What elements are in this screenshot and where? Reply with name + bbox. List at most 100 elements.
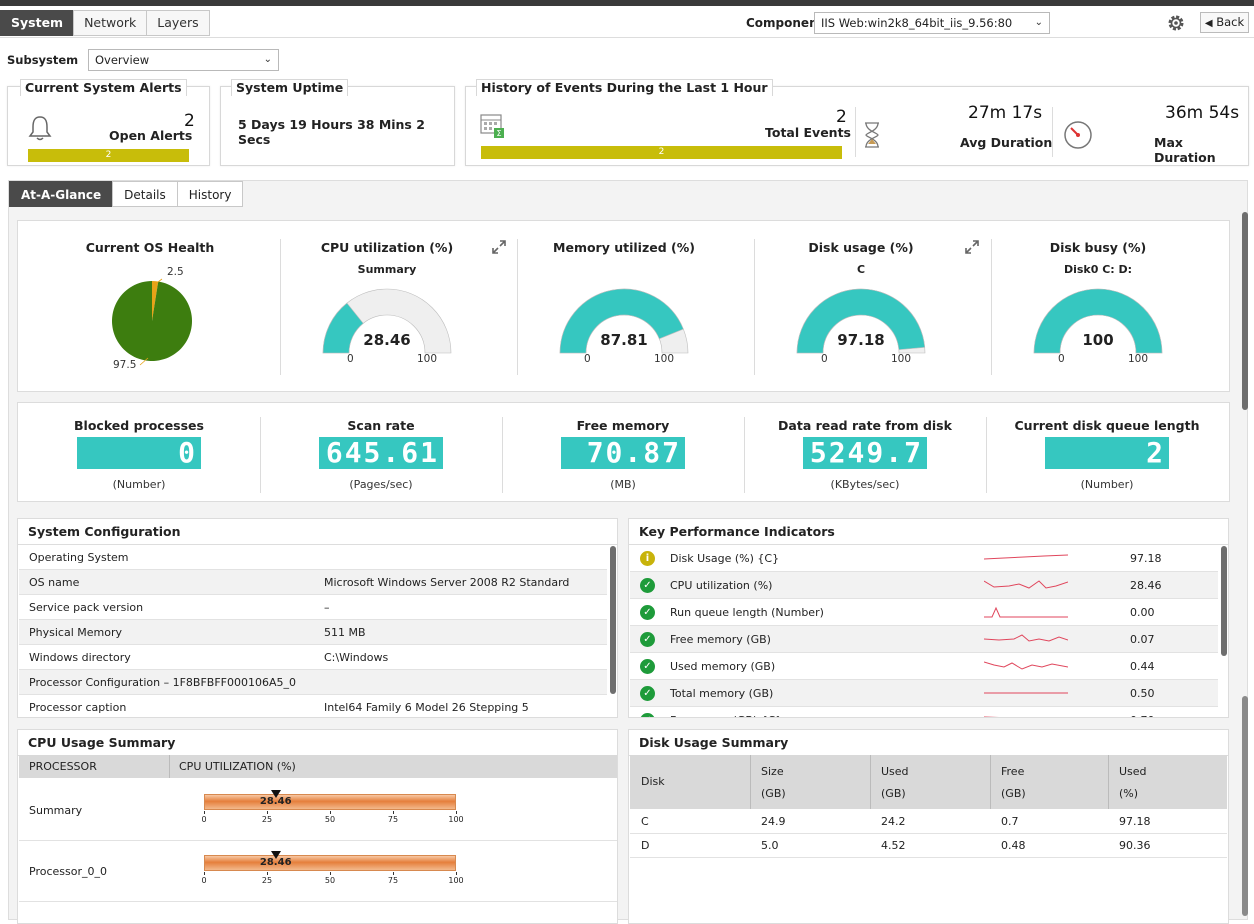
kpi-row[interactable]: ✓ Run queue length (Number) 0.00 [630,599,1218,626]
col-header: Used [1119,765,1147,778]
config-value: C:\Windows [324,651,389,664]
component-label: Component [746,16,824,30]
kpi-row[interactable]: ✓ Used memory (GB) 0.44 [630,653,1218,680]
divider [744,417,745,493]
tick-mark [204,811,205,814]
counter-display: 2 [1045,437,1169,469]
counter-unit: (Number) [112,478,166,491]
kpi-value: 0.70 [1130,707,1155,717]
counter-unit: (Pages/sec) [349,478,413,491]
history-total-label: Total Events [765,125,851,140]
kpi-name: Disk Usage (%) {C} [670,552,780,565]
config-row: Processor caption Intel64 Family 6 Model … [19,695,607,717]
sub-tabs: At-A-Glance Details History [9,181,244,207]
gauge-title: Memory utilized (%) [553,240,695,255]
pie-label-large: 97.5 [113,359,137,371]
pie-label-small: 2.5 [167,266,184,278]
tick-mark [456,872,457,875]
col-header-unit: (%) [1119,787,1139,800]
counter-title: Scan rate [347,418,415,433]
kpi-value: 0.44 [1130,660,1155,673]
sparkline-path [984,580,1068,589]
tab-details[interactable]: Details [112,181,178,207]
gear-icon[interactable] [1166,13,1186,33]
col-header-unit: (GB) [1001,787,1026,800]
kpi-row[interactable]: ✓ Free memory (GB) 0.07 [630,626,1218,653]
config-key: Processor Configuration – 1F8BFBFF000106… [29,676,296,689]
config-row: Service pack version – [19,595,607,620]
back-button[interactable]: ◀ Back [1200,12,1249,33]
alerts-bar: 2 [28,149,189,162]
cpu-bar [204,794,456,810]
subsystem-value: Overview [95,53,150,67]
subsystem-select[interactable]: Overview ⌄ [88,49,279,71]
kpi-scrollbar[interactable] [1221,546,1227,656]
tick-mark [330,811,331,814]
kpi-row[interactable]: ✓ Free space (GB) {C} 0.70 [630,707,1218,717]
kpi-row[interactable]: ✓ Total memory (GB) 0.50 [630,680,1218,707]
main-scrollbar[interactable] [1242,212,1248,410]
tab-system[interactable]: System [0,10,75,36]
back-label: Back [1216,15,1245,29]
disk-row: C 24.9 24.2 0.7 97.18 [630,810,1227,834]
kpi-row[interactable]: i Disk Usage (%) {C} 97.18 [630,545,1218,572]
kpi-name: Used memory (GB) [670,660,776,673]
divider [169,755,170,778]
os-health-pie [112,278,192,366]
config-value: Intel64 Family 6 Model 26 Stepping 5 [324,701,529,714]
config-row: Operating System [19,545,607,570]
cpu-table-header: PROCESSOR CPU UTILIZATION (%) [19,755,617,778]
col-processor: PROCESSOR [29,760,97,773]
counter-unit: (KBytes/sec) [830,478,900,491]
tick-mark [330,872,331,875]
tab-layers[interactable]: Layers [146,10,210,36]
config-key: Service pack version [29,601,144,614]
divider [1108,755,1109,809]
check-icon: ✓ [640,632,655,647]
counter-unit: (MB) [610,478,636,491]
config-key: Operating System [29,551,129,564]
expand-icon[interactable] [492,240,506,254]
tick-mark [267,811,268,814]
gauge-value: 100 [1082,331,1114,349]
col-header-unit: (GB) [761,787,786,800]
col-header-unit: (GB) [881,787,906,800]
component-select[interactable]: IIS Web:win2k8_64bit_iis_9.56:80 ⌄ [814,12,1050,34]
cpu-row-name: Processor_0_0 [29,865,107,878]
disk-cell: 5.0 [761,839,779,852]
config-scrollbar[interactable] [610,546,616,694]
kpi-row[interactable]: ✓ CPU utilization (%) 28.46 [630,572,1218,599]
top-strip [0,0,1254,6]
tab-network[interactable]: Network [73,10,148,36]
config-value: Microsoft Windows Server 2008 R2 Standar… [324,576,570,589]
tab-at-a-glance[interactable]: At-A-Glance [9,181,114,207]
kpi-title: Key Performance Indicators [629,519,1228,545]
tab-history[interactable]: History [176,181,244,207]
config-row: Processor Configuration – 1F8BFBFF000106… [19,670,607,695]
col-header: Disk [641,775,665,788]
cpu-summary-panel: CPU Usage Summary PROCESSOR CPU UTILIZAT… [17,729,618,924]
tick-label: 25 [261,876,273,885]
disk-cell: 0.48 [1001,839,1026,852]
header-divider [0,37,1254,38]
history-total: 2 [836,107,847,127]
kpi-name: CPU utilization (%) [670,579,773,592]
gauge-value: 87.81 [600,331,648,349]
kpi-name: Free space (GB) {C} [670,707,782,717]
main-scrollbar-lower[interactable] [1242,696,1248,916]
gauge-dial [1033,288,1163,354]
divider [986,417,987,493]
expand-icon[interactable] [965,240,979,254]
kpi-sparkline [984,661,1068,670]
tick-label: 75 [387,815,399,824]
cpu-row: Summary 28.46 0 25 50 75 100 [19,780,617,841]
disk-table-header: Disk Size (GB) Used (GB) Free (GB) Used (%) [630,755,1227,809]
alerts-count: 2 [184,111,195,131]
tick-mark [267,872,268,875]
history-bar: 2 [481,146,842,159]
pie-slice [112,281,192,361]
counter-title: Blocked processes [74,418,204,433]
sparkline-path [984,661,1068,670]
tick-label: 0 [201,815,207,824]
kpi-value: 0.07 [1130,633,1155,646]
